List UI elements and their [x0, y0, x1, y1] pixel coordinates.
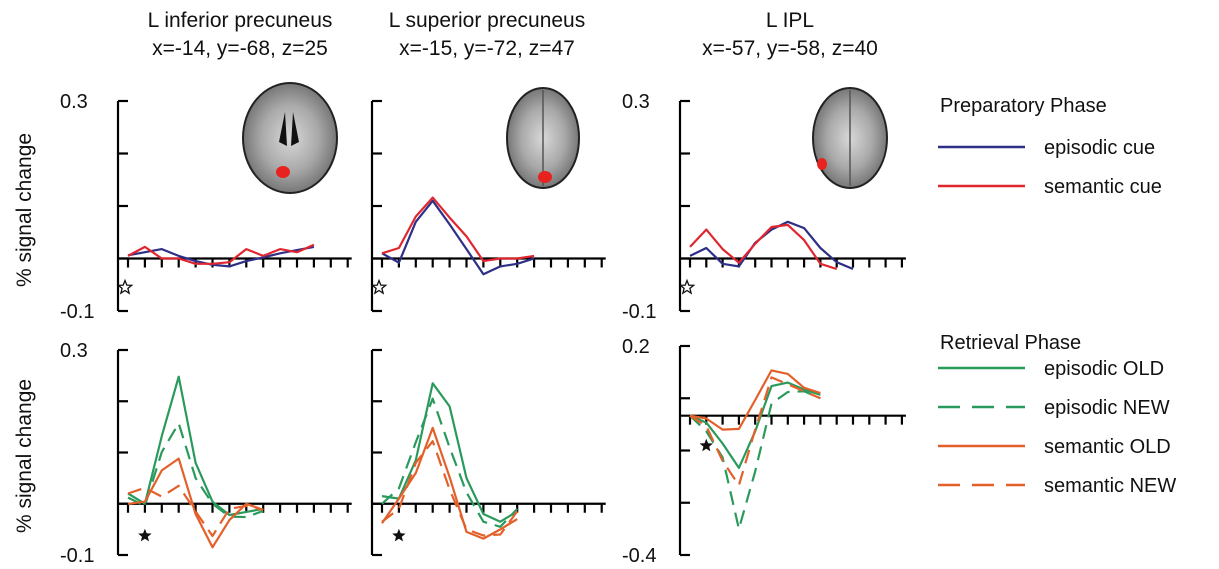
series-line-semantic-new	[689, 376, 821, 487]
onset-star-icon	[116, 278, 134, 295]
onset-star-icon	[392, 528, 406, 542]
onset-star-icon	[370, 278, 388, 295]
series-line-episodic-old	[127, 375, 264, 517]
series-line-episodic-cue	[381, 199, 535, 276]
y-tick-label-bottom: -0.4	[622, 545, 656, 567]
panel-preparatory-2: 0.3 -0.1	[622, 91, 906, 323]
y-tick-label-bottom: -0.1	[60, 545, 94, 567]
panel-title-inferior-precuneus: L inferior precuneus	[148, 9, 333, 32]
series-line-episodic-old	[381, 382, 518, 523]
panel-preparatory-1	[370, 99, 606, 313]
y-tick-label-bottom: -0.1	[60, 301, 94, 323]
legend-heading-retrieval: Retrieval Phase	[940, 332, 1081, 354]
legend-item-episodic-old: episodic OLD	[938, 358, 1164, 380]
series-line-episodic-new	[689, 390, 821, 531]
brain-slice-image-superior	[506, 87, 580, 189]
brain-slice-image-ipl	[812, 87, 888, 189]
onset-star-icon	[138, 528, 152, 542]
panel-subtitle-ipl: x=-57, y=-58, z=40	[702, 37, 878, 60]
y-tick-label-top: 0.3	[60, 91, 88, 113]
series-line-episodic-cue	[127, 245, 315, 268]
series-line-semantic-cue	[127, 243, 315, 265]
panel-preparatory-0: 0.3 -0.1	[60, 91, 352, 323]
legend-item-semantic-cue: semantic cue	[938, 176, 1162, 198]
series-line-semantic-new	[381, 440, 519, 537]
y-axis-label-top: % signal change	[13, 133, 36, 287]
legend-item-semantic-new: semantic NEW	[938, 475, 1176, 497]
panel-title-superior-precuneus: L superior precuneus	[389, 9, 586, 32]
legend-item-episodic-cue: episodic cue	[938, 137, 1155, 159]
onset-star-icon	[699, 438, 713, 452]
y-tick-label-top: 0.2	[622, 336, 650, 358]
series-line-episodic-old	[689, 381, 821, 469]
series-line-semantic-cue	[381, 196, 535, 263]
series-line-semantic-new	[127, 484, 264, 538]
legend-label: semantic OLD	[1044, 436, 1171, 458]
panel-retrieval-2: 0.2 -0.4	[622, 336, 906, 567]
panel-retrieval-0: 0.3 -0.1	[60, 340, 352, 567]
legend-label: episodic cue	[1044, 137, 1155, 159]
legend-item-semantic-old: semantic OLD	[938, 436, 1171, 458]
series-line-semantic-old	[381, 426, 518, 540]
y-tick-label-bottom: -0.1	[622, 301, 656, 323]
y-tick-label-top: 0.3	[622, 91, 650, 113]
brain-slice-image-inferior	[242, 82, 338, 194]
legend-heading-preparatory: Preparatory Phase	[940, 95, 1107, 117]
panel-retrieval-1	[370, 348, 606, 557]
series-line-semantic-old	[689, 369, 821, 431]
legend-label: episodic NEW	[1044, 397, 1170, 419]
panel-title-ipl: L IPL	[766, 9, 814, 32]
legend-label: semantic cue	[1044, 176, 1162, 198]
legend-item-episodic-new: episodic NEW	[938, 397, 1170, 419]
y-axis-label-bottom: % signal change	[13, 379, 36, 533]
legend: Preparatory Phase Retrieval Phase episod…	[938, 95, 1176, 497]
series-line-episodic-cue	[689, 220, 854, 271]
panel-subtitle-inferior-precuneus: x=-14, y=-68, z=25	[152, 37, 328, 60]
panel-subtitle-superior-precuneus: x=-15, y=-72, z=47	[399, 37, 575, 60]
legend-label: semantic NEW	[1044, 475, 1176, 497]
series-line-semantic-cue	[689, 223, 838, 271]
legend-label: episodic OLD	[1044, 358, 1164, 380]
series-line-episodic-new	[127, 422, 264, 519]
panels: 0.3 -0.1 0.3 -0.1 0.3 -0.1 0.2 -0.4	[60, 91, 906, 567]
onset-star-icon	[678, 278, 696, 295]
y-tick-label-top: 0.3	[60, 340, 88, 362]
